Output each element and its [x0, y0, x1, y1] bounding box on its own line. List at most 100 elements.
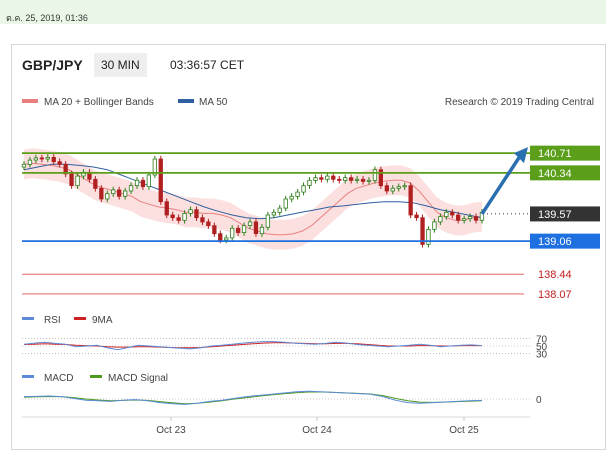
level-tag-140.34 — [530, 165, 600, 181]
level-label-140.71: 140.71 — [538, 148, 572, 160]
ma20-line — [23, 162, 483, 236]
macd-tick-label: 0 — [536, 395, 542, 406]
candle-body — [218, 233, 223, 241]
candle-body — [140, 179, 146, 188]
candle-body — [200, 217, 205, 223]
candle-body — [229, 227, 235, 239]
candle-body — [128, 185, 134, 192]
rsi-line — [23, 341, 483, 351]
candle-body — [313, 177, 318, 181]
candle-body — [27, 159, 33, 165]
x-tick-label: Oct 24 — [302, 425, 332, 436]
candle-body — [21, 163, 27, 168]
price-chart — [21, 148, 485, 250]
rsi-ma-legend-label: 9MA — [92, 315, 113, 326]
candle-body — [247, 221, 253, 226]
candle-body — [283, 198, 288, 209]
candle-body — [194, 209, 199, 219]
level-label-139.06: 139.06 — [538, 236, 572, 248]
top-date-bar: ต.ค. 25, 2019, 01:36 — [0, 0, 606, 24]
candle-body — [390, 187, 395, 192]
candle-body — [295, 191, 300, 197]
x-axis: Oct 23 Oct 24 Oct 25 — [22, 416, 530, 436]
rsi-legend-label: RSI — [44, 315, 61, 326]
candle-body — [438, 216, 443, 223]
candle-body — [146, 174, 152, 188]
macd-signal-legend-swatch — [90, 375, 102, 378]
candle-body — [408, 185, 413, 216]
candle-body — [188, 209, 193, 214]
top-date: ต.ค. 25, 2019, 01:36 — [6, 13, 88, 23]
candle-body — [366, 179, 372, 182]
candle-body — [182, 212, 187, 221]
candle-body — [212, 225, 217, 235]
candle-body — [289, 195, 294, 200]
candle-body — [158, 158, 163, 203]
ma20-legend-swatch — [22, 99, 38, 103]
candle-body — [420, 217, 425, 245]
x-tick-label: Oct 23 — [156, 425, 186, 436]
price-levels: 140.71 140.34 139.57 139.06 138.44 138.07 — [22, 145, 600, 301]
x-tick-label: Oct 25 — [449, 425, 479, 436]
candle-body — [69, 173, 74, 186]
macd-signal-line — [23, 391, 483, 405]
macd-line — [23, 390, 483, 405]
candle-body — [372, 169, 378, 181]
candle-body — [57, 161, 62, 165]
candle-body — [271, 211, 277, 216]
candle-body — [414, 214, 419, 219]
candle-body — [348, 177, 354, 181]
candle-body — [432, 221, 437, 230]
bollinger-band — [24, 148, 482, 250]
candle-body — [378, 169, 384, 187]
macd-legend-label: MACD — [44, 373, 73, 384]
ma50-line — [23, 163, 483, 220]
candle-body — [111, 189, 116, 194]
candle-body — [455, 214, 461, 221]
candle-body — [467, 216, 473, 220]
candle-body — [384, 185, 390, 192]
macd-chart: 0 — [22, 390, 542, 406]
candle-body — [164, 201, 169, 216]
candle-body — [235, 227, 241, 234]
candle-body — [176, 217, 181, 221]
clock-time: 03:36:57 CET — [170, 58, 245, 72]
candle-body — [152, 158, 158, 176]
chart-panel: GBP/JPY 30 MIN 03:36:57 CET MA 20 + Boll… — [11, 44, 606, 450]
projection-arrow — [480, 155, 522, 215]
candle-body — [39, 157, 45, 160]
candle-body — [444, 211, 449, 218]
candle-body — [277, 207, 282, 213]
rsi-ma-legend-swatch — [74, 317, 86, 320]
candle-body — [337, 178, 342, 181]
candle-body — [265, 214, 271, 228]
candle-body — [259, 226, 265, 235]
candle-body — [134, 179, 140, 187]
ma50-legend-label: MA 50 — [199, 97, 228, 108]
macd-signal-legend-label: MACD Signal — [108, 373, 168, 384]
candle-body — [325, 175, 330, 180]
level-label-138.44: 138.44 — [538, 269, 572, 281]
candle-body — [123, 190, 128, 197]
macd-legend-swatch — [22, 375, 34, 378]
candle-body — [45, 157, 50, 160]
candle-body — [224, 237, 229, 241]
credit-text: Research © 2019 Trading Central — [445, 97, 594, 108]
pair-title: GBP/JPY — [22, 57, 83, 73]
candle-body — [461, 218, 467, 221]
candle-body — [33, 157, 39, 161]
candle-body — [63, 163, 68, 175]
candle-body — [206, 221, 211, 226]
candle-body — [342, 177, 348, 181]
candle-body — [105, 193, 110, 200]
candle-body — [99, 187, 104, 200]
level-tag-139.57 — [530, 206, 600, 222]
candle-body — [253, 221, 259, 234]
candle-body — [117, 189, 122, 197]
timeframe-button[interactable]: 30 MIN — [94, 53, 147, 77]
level-label-140.34: 140.34 — [538, 168, 572, 180]
ma20-legend-label: MA 20 + Bollinger Bands — [44, 97, 154, 108]
rsi-legend-swatch — [22, 317, 34, 320]
candle-body — [426, 228, 431, 245]
